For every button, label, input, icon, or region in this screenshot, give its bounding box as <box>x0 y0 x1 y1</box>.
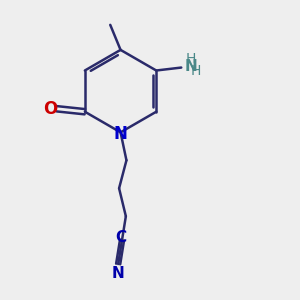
Text: N: N <box>114 125 128 143</box>
Text: H: H <box>191 64 201 78</box>
Text: N: N <box>184 59 197 74</box>
Text: N: N <box>112 266 124 281</box>
Text: C: C <box>116 230 127 245</box>
Text: O: O <box>43 100 58 118</box>
Text: H: H <box>186 52 196 66</box>
